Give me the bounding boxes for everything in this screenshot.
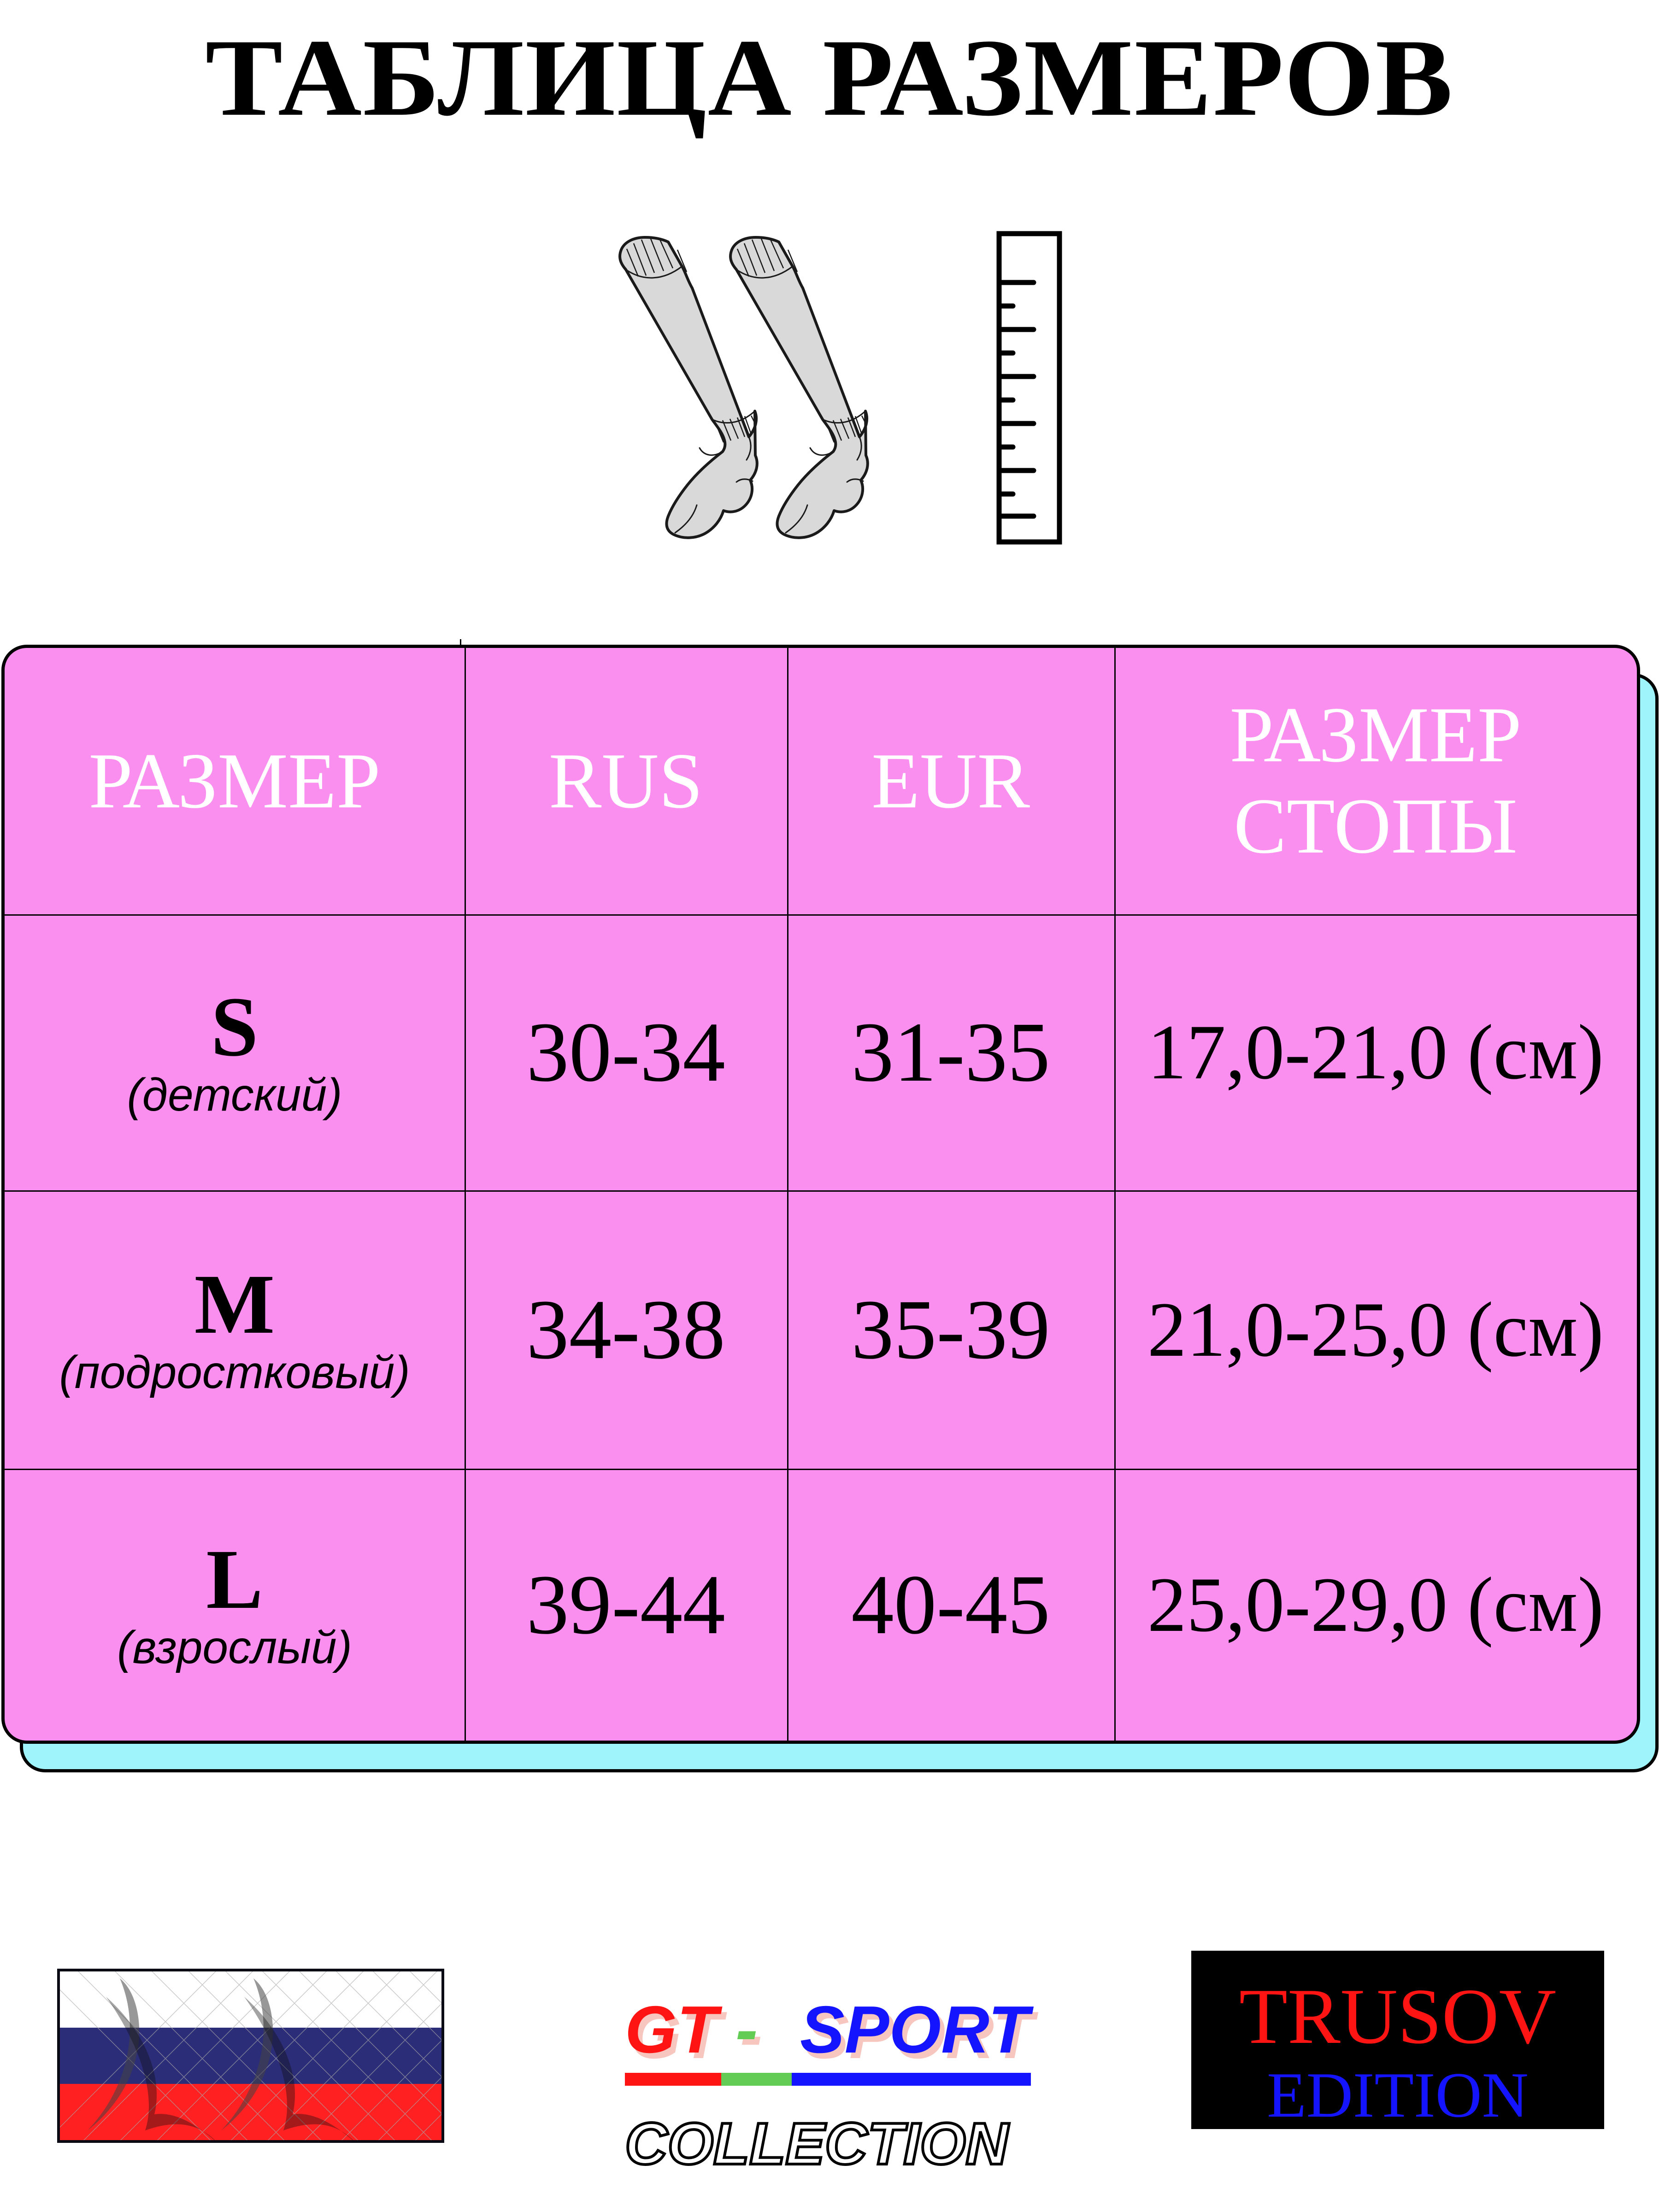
svg-text:COLLECTION: COLLECTION xyxy=(625,2111,1010,2177)
svg-text:EDITION: EDITION xyxy=(1267,2059,1529,2129)
svg-text:SPORT: SPORT xyxy=(800,1992,1034,2067)
svg-text:-: - xyxy=(735,1992,758,2067)
svg-text:TRUSOV: TRUSOV xyxy=(1239,1973,1556,2060)
svg-text:GT: GT xyxy=(625,1992,723,2067)
